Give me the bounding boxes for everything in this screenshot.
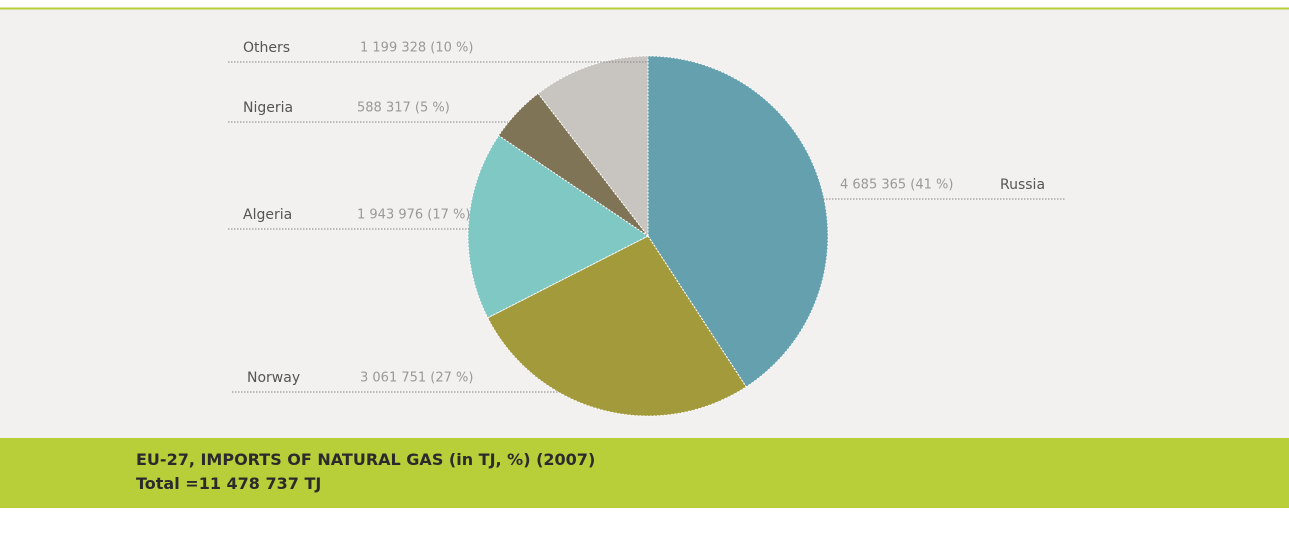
footer: EU-27, IMPORTS OF NATURAL GAS (in TJ, %)…	[0, 438, 1289, 508]
category-label: Russia	[1000, 177, 1045, 193]
pie-slice	[647, 55, 829, 388]
category-label: Norway	[247, 370, 300, 386]
category-label: Others	[243, 40, 290, 56]
pie-slice	[537, 55, 649, 238]
chart: Russia 4 685 365 (41 %) Norway 3 061 751 (2…	[0, 7, 1289, 438]
value-label: 4 685 365 (41 %)	[840, 178, 953, 193]
chart-subtitle: Total =11 478 737 TJ	[136, 474, 322, 493]
value-label: 588 317 (5 %)	[357, 101, 450, 116]
chart-title: EU-27, IMPORTS OF NATURAL GAS (in TJ, %)…	[136, 450, 596, 469]
value-label: 1 199 328 (10 %)	[360, 41, 473, 56]
pie-slice	[486, 235, 747, 417]
value-label: 3 061 751 (27 %)	[360, 371, 473, 386]
category-label: Algeria	[243, 207, 292, 223]
pie-slice	[497, 92, 649, 237]
category-label: Nigeria	[243, 100, 293, 116]
pie-slice	[467, 134, 649, 319]
value-label: 1 943 976 (17 %)	[357, 208, 470, 223]
